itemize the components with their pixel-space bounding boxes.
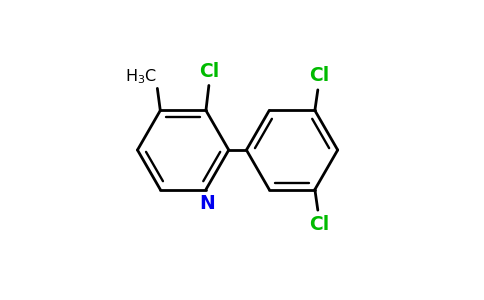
- Text: Cl: Cl: [309, 215, 330, 234]
- Text: Cl: Cl: [309, 66, 330, 85]
- Text: Cl: Cl: [199, 62, 219, 81]
- Text: N: N: [199, 194, 215, 213]
- Text: H$_3$C: H$_3$C: [125, 67, 157, 86]
